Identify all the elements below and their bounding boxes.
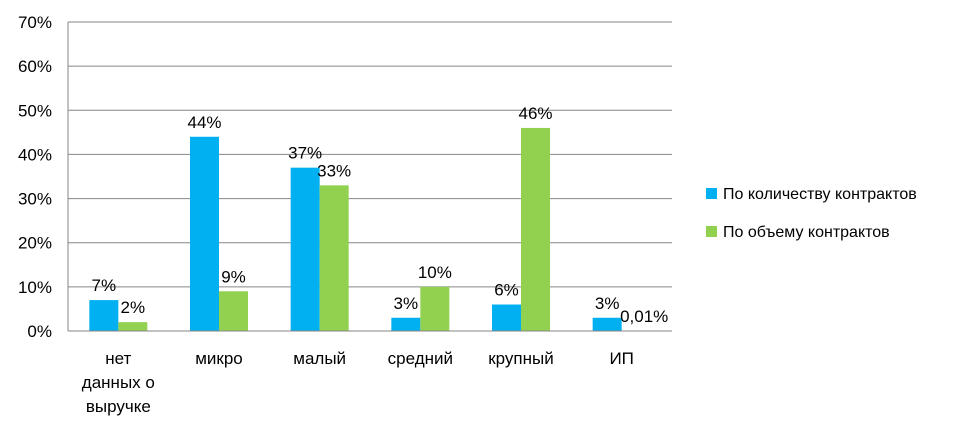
bar-count: [190, 137, 219, 331]
legend-swatch: [706, 188, 717, 199]
y-tick-label: 10%: [18, 278, 52, 297]
y-axis-tick-labels: 0% 10% 20% 30% 40% 50% 60% 70%: [18, 13, 52, 341]
y-tick-label: 20%: [18, 234, 52, 253]
bar-count: [593, 318, 622, 331]
x-category-label: средний: [388, 349, 453, 368]
y-tick-label: 30%: [18, 190, 52, 209]
bar-volume: [320, 185, 349, 331]
bar-volume: [219, 291, 248, 331]
legend: По количеству контрактов По объему контра…: [706, 186, 917, 241]
x-category-label: ИП: [609, 349, 633, 368]
bar-count: [89, 300, 118, 331]
legend-label: По объему контрактов: [723, 224, 890, 241]
y-tick-label: 60%: [18, 57, 52, 76]
y-tick-label: 40%: [18, 145, 52, 164]
legend-swatch: [706, 226, 717, 237]
data-label: 7%: [92, 276, 117, 295]
x-category-label: выручке: [86, 397, 151, 416]
y-tick-label: 70%: [18, 13, 52, 32]
data-label: 33%: [317, 161, 351, 180]
x-axis-category-labels: нет данных о выручке микро малый средний крупн…: [82, 349, 634, 416]
y-tick-label: 50%: [18, 101, 52, 120]
gridlines: [68, 22, 672, 287]
bars: [89, 128, 650, 331]
x-category-label: малый: [293, 349, 346, 368]
data-label: 46%: [518, 104, 552, 123]
bar-volume: [420, 287, 449, 331]
data-label: 0,01%: [620, 307, 668, 326]
legend-label: По количеству контрактов: [723, 186, 917, 203]
x-category-label: нет: [105, 349, 131, 368]
data-label: 44%: [187, 113, 221, 132]
y-tick-label: 0%: [27, 322, 52, 341]
data-label: 2%: [121, 298, 146, 317]
x-category-label: микро: [195, 349, 243, 368]
x-category-label: данных о: [82, 373, 155, 392]
data-label: 9%: [221, 267, 246, 286]
data-label: 37%: [288, 144, 322, 163]
data-label: 3%: [595, 294, 620, 313]
bar-volume: [521, 128, 550, 331]
bar-volume: [118, 322, 147, 331]
data-labels: 7%2%44%9%37%33%3%10%6%46%3%0,01%: [92, 104, 669, 326]
bar-count: [492, 305, 521, 331]
data-label: 10%: [418, 263, 452, 282]
bar-count: [291, 168, 320, 331]
axes: [68, 22, 672, 331]
x-category-label: крупный: [488, 349, 554, 368]
data-label: 3%: [394, 294, 419, 313]
data-label: 6%: [494, 281, 519, 300]
bar-count: [391, 318, 420, 331]
